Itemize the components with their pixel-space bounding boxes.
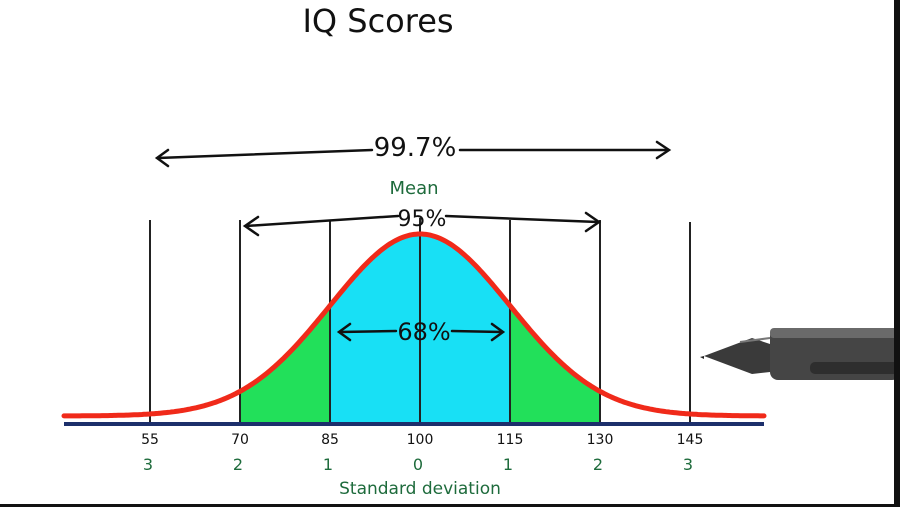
sd-tick-label: 2 bbox=[593, 455, 603, 474]
bell-curve bbox=[61, 231, 767, 419]
score-tick-label: 70 bbox=[231, 432, 249, 448]
sd-tick-label: 0 bbox=[413, 455, 423, 474]
score-tick-label: 55 bbox=[141, 432, 159, 448]
span-95-arrow bbox=[242, 211, 602, 237]
span-997-label: 99.7% bbox=[374, 133, 457, 163]
mean-label: Mean bbox=[389, 178, 438, 199]
frame-edge-bottom bbox=[0, 504, 900, 507]
sd-tick-label: 2 bbox=[233, 455, 243, 474]
pen-icon bbox=[700, 328, 900, 380]
span-997-arrow bbox=[154, 140, 672, 168]
score-tick-label: 100 bbox=[407, 432, 434, 448]
sd-labels: 3 2 1 0 1 2 3 bbox=[143, 455, 693, 474]
score-tick-label: 145 bbox=[677, 432, 704, 448]
sd-tick-label: 3 bbox=[683, 455, 693, 474]
score-tick-label: 115 bbox=[497, 432, 524, 448]
title: IQ Scores bbox=[302, 2, 453, 40]
axis-label: Standard deviation bbox=[339, 479, 501, 499]
score-labels: 55 70 85 100 115 130 145 bbox=[141, 432, 703, 448]
score-tick-label: 85 bbox=[321, 432, 339, 448]
span-68-arrow bbox=[336, 322, 506, 342]
frame-edge-right bbox=[894, 0, 900, 507]
score-tick-label: 130 bbox=[587, 432, 614, 448]
sd-lines bbox=[149, 218, 691, 422]
span-68-label: 68% bbox=[397, 318, 450, 346]
sd-tick-label: 1 bbox=[323, 455, 333, 474]
span-95-label: 95% bbox=[398, 207, 447, 232]
sd-tick-label: 1 bbox=[503, 455, 513, 474]
sd-tick-label: 3 bbox=[143, 455, 153, 474]
